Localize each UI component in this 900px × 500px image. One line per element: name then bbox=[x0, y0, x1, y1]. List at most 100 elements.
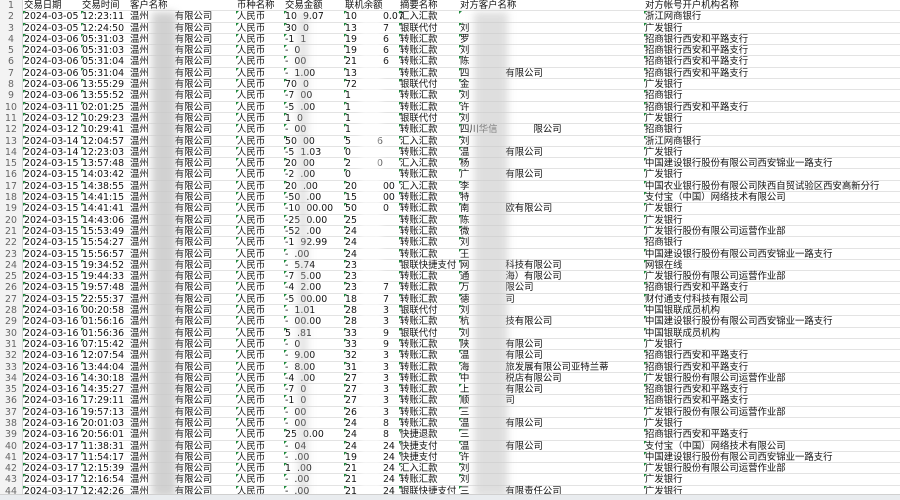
cell-customer[interactable]: 温州 有限公司 bbox=[130, 339, 212, 350]
table-row[interactable]: 22 2024-03-15 15:54:27 温州 有限公司 人民币 -1 92.99 24 转账… bbox=[0, 237, 900, 249]
cell-amount[interactable]: 10 9.07 bbox=[285, 11, 324, 22]
row-number[interactable]: 20 bbox=[0, 214, 23, 226]
row-number[interactable]: 5 bbox=[0, 45, 23, 57]
cell-customer[interactable]: 温州 有限公司 bbox=[130, 113, 212, 124]
cell-date[interactable]: 2024-03-11 bbox=[24, 102, 78, 113]
cell-currency[interactable]: 人民币 bbox=[237, 215, 265, 226]
table-row[interactable]: 19 2024-03-15 14:41:41 温州 有限公司 人民币 -10 00.00 50 0… bbox=[0, 203, 900, 215]
cell-bank[interactable]: 中国建设银行股份有限公司西安锦业一路支行 bbox=[645, 316, 833, 327]
cell-date[interactable]: 2024-03-15 bbox=[24, 215, 78, 226]
cell-amount[interactable]: -4 2.00 bbox=[285, 282, 321, 293]
cell-balance[interactable]: 27 3 bbox=[345, 395, 389, 406]
cell-customer[interactable]: 温州 有限公司 bbox=[130, 384, 212, 395]
cell-customer[interactable]: 温州 有限公司 bbox=[130, 34, 212, 45]
cell-date[interactable]: 2024-03-17 bbox=[24, 463, 78, 474]
cell-bank[interactable]: 招商银行西安和平路支行 bbox=[645, 102, 748, 113]
cell-summary[interactable]: 银联代付 bbox=[400, 79, 438, 90]
cell-date[interactable]: 2024-03-15 bbox=[24, 237, 78, 248]
cell-date[interactable]: 2024-03-15 bbox=[24, 271, 78, 282]
table-row[interactable]: 32024-03-0512:24:50温州有限公司人民币300137银联代付刘广… bbox=[0, 22, 900, 34]
cell-summary[interactable]: 银联代付 bbox=[400, 23, 438, 34]
cell-counterparty[interactable]: 刘 bbox=[460, 328, 505, 339]
cell-amount[interactable]: 20 00 bbox=[285, 158, 315, 169]
cell-date[interactable]: 2024-03-06 bbox=[24, 68, 78, 79]
cell-currency[interactable]: 人民币 bbox=[237, 384, 265, 395]
row-number[interactable]: 2 bbox=[0, 11, 23, 23]
table-row[interactable]: 292024-03-1601:56:16温州有限公司人民币-00.00283转账… bbox=[0, 316, 900, 328]
cell-bank[interactable]: 广发银行股份有限公司运营作业部 bbox=[645, 463, 786, 474]
cell-summary[interactable]: 转账汇款 bbox=[400, 350, 438, 361]
cell-balance[interactable]: 24 8 bbox=[345, 429, 389, 440]
cell-currency[interactable]: 人民币 bbox=[237, 282, 265, 293]
cell-bank[interactable]: 广发银行股份有限公司运营作业部 bbox=[645, 271, 786, 282]
cell-summary[interactable]: 汇入汇款 bbox=[400, 11, 438, 22]
cell-bank[interactable]: 支付宝（中国）网络技术有限公司 bbox=[645, 192, 786, 203]
cell-balance[interactable]: 32 3 bbox=[345, 350, 389, 361]
cell-counterparty[interactable]: 温 有限公司 bbox=[460, 350, 543, 361]
cell-currency[interactable]: 人民币 bbox=[237, 45, 265, 56]
cell-counterparty[interactable]: 杨 bbox=[460, 158, 505, 169]
cell-currency[interactable]: 人民币 bbox=[237, 328, 265, 339]
row-number[interactable]: 14 bbox=[0, 146, 23, 159]
cell-balance[interactable]: 24 24 bbox=[345, 441, 395, 452]
cell-date[interactable]: 2024-03-17 bbox=[24, 474, 78, 485]
cell-date[interactable]: 2024-03-16 bbox=[24, 316, 78, 327]
cell-balance[interactable]: 0 bbox=[345, 147, 377, 158]
cell-currency[interactable]: 人民币 bbox=[237, 486, 265, 497]
cell-currency[interactable]: 人民币 bbox=[237, 474, 265, 485]
row-number[interactable]: 11 bbox=[0, 112, 23, 125]
cell-currency[interactable]: 人民币 bbox=[237, 407, 265, 418]
cell-time[interactable]: 12:16:54 bbox=[82, 474, 124, 485]
cell-counterparty[interactable]: 三 bbox=[460, 429, 505, 440]
cell-currency[interactable]: 人民币 bbox=[237, 147, 265, 158]
cell-counterparty[interactable]: 陕 有限公司 bbox=[460, 339, 543, 350]
table-row[interactable]: 17 2024-03-15 14:38:55 温州 有限公司 人民币 20.00 20 00 汇入… bbox=[0, 180, 900, 193]
cell-bank[interactable]: 中国建设银行股份有限公司西安锦业一路支行 bbox=[645, 249, 833, 260]
cell-time[interactable]: 14:03:42 bbox=[82, 169, 124, 180]
header-customer[interactable]: 客户名称 bbox=[130, 0, 168, 11]
cell-time[interactable]: 20:01:03 bbox=[82, 418, 124, 429]
row-number[interactable]: 33 bbox=[0, 361, 23, 373]
cell-summary[interactable]: 转账汇款 bbox=[400, 316, 438, 327]
cell-date[interactable]: 2024-03-15 bbox=[24, 294, 78, 305]
row-number[interactable]: 18 bbox=[0, 192, 23, 204]
table-row[interactable]: 332024-03-1613:44:04温州有限公司人民币-8.00313转账汇… bbox=[0, 361, 900, 373]
cell-date[interactable]: 2024-03-16 bbox=[24, 373, 78, 384]
cell-customer[interactable]: 温州 有限公司 bbox=[130, 463, 212, 474]
cell-balance[interactable]: 1 bbox=[345, 113, 377, 124]
cell-summary[interactable]: 银联快捷支付 bbox=[400, 260, 456, 271]
cell-balance[interactable]: 0 bbox=[345, 169, 377, 180]
cell-summary[interactable]: 转账汇款 bbox=[400, 90, 438, 101]
table-row[interactable]: 2 2024-03-05 12:23:11 温州 有限公司 人民币 10 9.07 10 0.07… bbox=[0, 11, 900, 23]
cell-amount[interactable]: 25 0.00 bbox=[285, 429, 324, 440]
cell-amount[interactable]: 50 00 bbox=[285, 136, 315, 147]
table-row[interactable]: 422024-03-1712:15:39温州有限公司人民币1.002124汇入汇… bbox=[0, 463, 900, 475]
cell-date[interactable]: 2024-03-06 bbox=[24, 79, 78, 90]
table-row[interactable]: 282024-03-1600:20:58温州有限公司人民币-1.01283银联代… bbox=[0, 305, 900, 317]
row-number[interactable]: 25 bbox=[0, 271, 23, 283]
table-row[interactable]: 402024-03-1711:38:31温州有限公司人民币-042424快捷支付… bbox=[0, 440, 900, 452]
cell-bank[interactable]: 招商银行西安和平路支行 bbox=[645, 395, 748, 406]
cell-time[interactable]: 02:01:25 bbox=[82, 102, 124, 113]
cell-balance[interactable]: 21 24 bbox=[345, 474, 395, 485]
cell-currency[interactable]: 人民币 bbox=[237, 90, 265, 101]
cell-summary[interactable]: 银联代付 bbox=[400, 305, 438, 316]
cell-counterparty[interactable]: 顺司 bbox=[460, 395, 515, 406]
cell-summary[interactable]: 转账汇款 bbox=[400, 237, 438, 248]
cell-currency[interactable]: 人民币 bbox=[237, 452, 265, 463]
cell-time[interactable]: 15:56:57 bbox=[82, 249, 124, 260]
cell-time[interactable]: 07:15:42 bbox=[82, 339, 124, 350]
cell-summary[interactable]: 转账汇款 bbox=[400, 147, 438, 158]
cell-balance[interactable]: 1 bbox=[345, 102, 377, 113]
table-row[interactable]: 372024-03-1619:57:13温州有限公司人民币-00263转账汇款三… bbox=[0, 406, 900, 418]
cell-bank[interactable]: 招商银行西安和平路支行 bbox=[645, 429, 748, 440]
cell-balance[interactable]: 13 7 bbox=[345, 23, 389, 34]
cell-currency[interactable]: 人民币 bbox=[237, 271, 265, 282]
row-number[interactable]: 27 bbox=[0, 293, 23, 306]
cell-amount[interactable]: -0 bbox=[285, 339, 300, 350]
row-number[interactable]: 21 bbox=[0, 225, 23, 238]
cell-currency[interactable]: 人民币 bbox=[237, 249, 265, 260]
cell-time[interactable]: 15:54:27 bbox=[82, 237, 124, 248]
cell-bank[interactable]: 招商银行 bbox=[645, 237, 683, 248]
table-row[interactable]: 382024-03-1620:01:03温州有限公司人民币-00248转账汇款温… bbox=[0, 417, 900, 430]
